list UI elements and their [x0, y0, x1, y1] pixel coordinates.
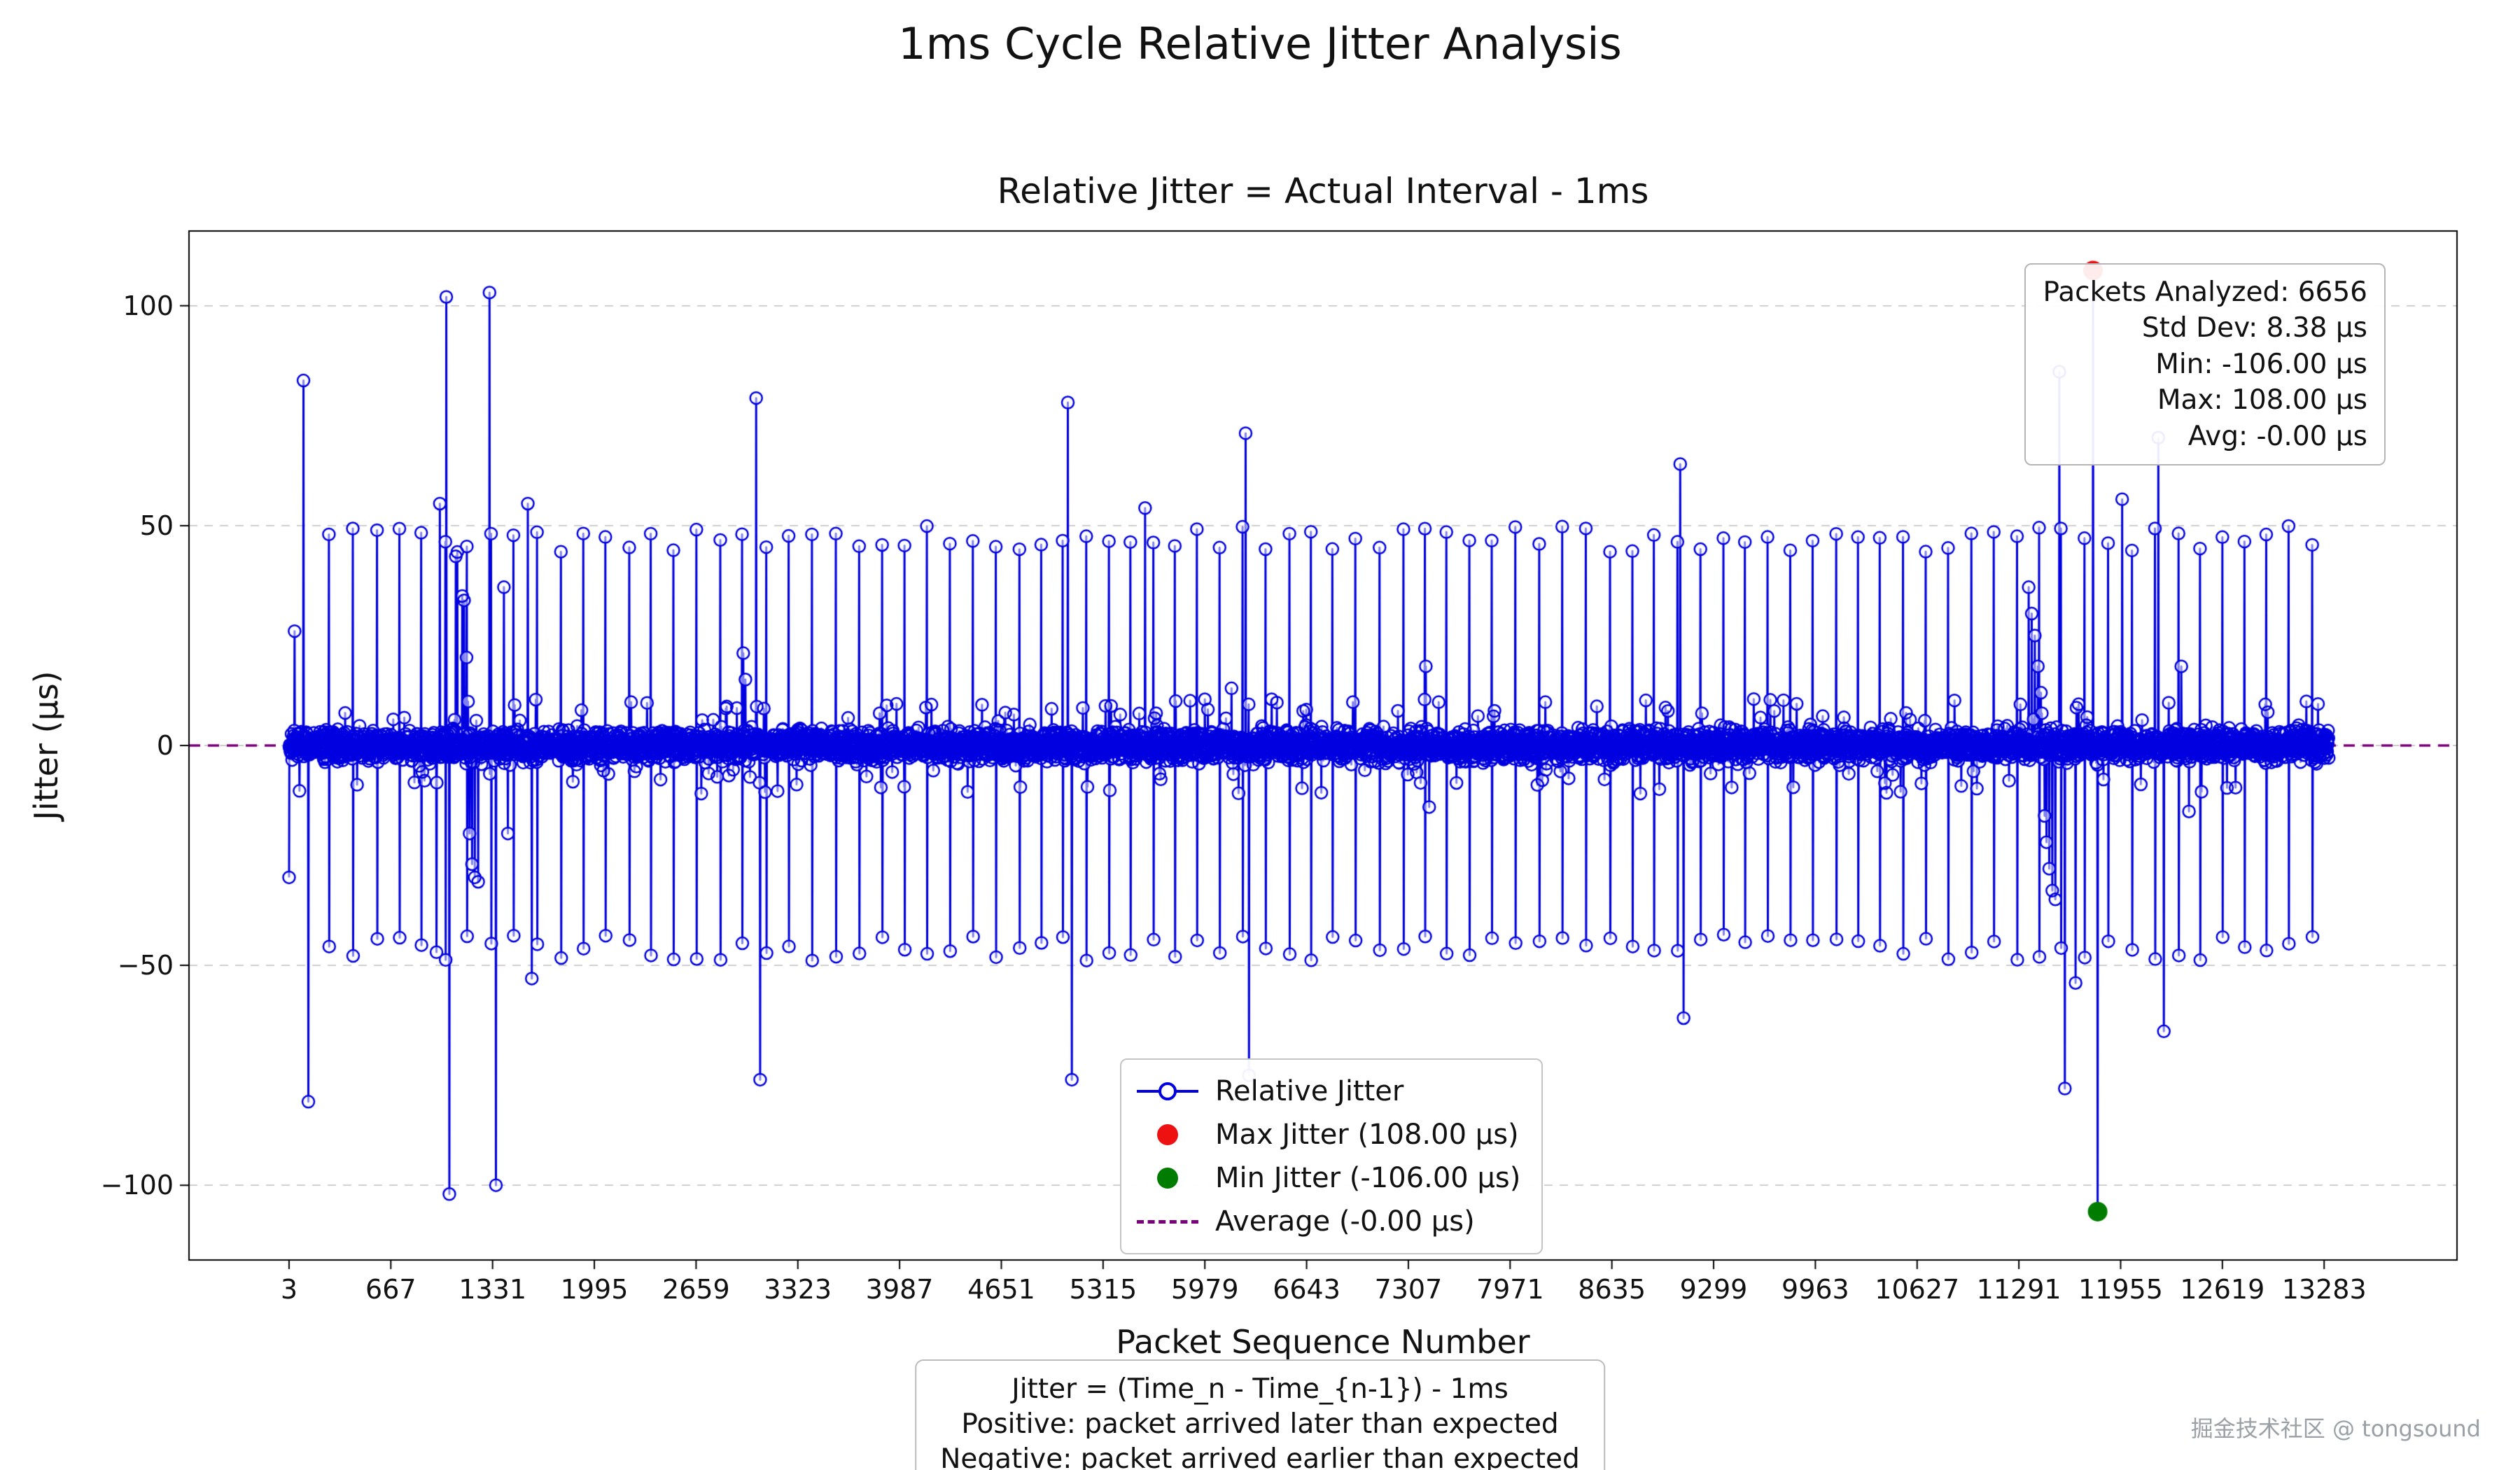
legend-item-min-jitter: Min Jitter (-106.00 µs)	[1137, 1156, 1520, 1200]
y-tick-label: −100	[100, 1170, 174, 1201]
legend-item-relative-jitter: Relative Jitter	[1137, 1070, 1520, 1113]
legend-item-max-jitter: Max Jitter (108.00 µs)	[1137, 1113, 1520, 1156]
x-tick-label: 4651	[967, 1274, 1035, 1305]
note-formula: Jitter = (Time_n - Time_{n-1}) - 1ms	[1011, 1373, 1508, 1405]
stats-min: Min: -106.00 µs	[2155, 348, 2367, 380]
x-tick-label: 5315	[1069, 1274, 1138, 1305]
jitter-formula-note: Jitter = (Time_n - Time_{n-1}) - 1ms Pos…	[915, 1359, 1605, 1470]
stats-max: Max: 108.00 µs	[2157, 384, 2367, 416]
x-tick-label: 10627	[1875, 1274, 1960, 1305]
note-negative: Negative: packet arrived earlier than ex…	[940, 1443, 1580, 1470]
figure-title: 1ms Cycle Relative Jitter Analysis	[898, 18, 1622, 69]
x-tick-label: 667	[365, 1274, 416, 1305]
green-dot-icon	[1137, 1168, 1198, 1189]
x-tick-label: 7307	[1374, 1274, 1443, 1305]
y-tick-label: 50	[139, 510, 174, 541]
x-tick-label: 5979	[1170, 1274, 1239, 1305]
x-tick-label: 9299	[1679, 1274, 1748, 1305]
x-tick-label: 1995	[560, 1274, 629, 1305]
stats-stddev: Std Dev: 8.38 µs	[2141, 312, 2367, 344]
x-tick-label: 9963	[1782, 1274, 1849, 1305]
y-tick-label: 100	[122, 290, 174, 321]
purple-dashed-line-icon	[1137, 1219, 1198, 1224]
x-tick-label: 3987	[865, 1274, 934, 1305]
y-tick-label: 0	[156, 730, 174, 761]
legend-label: Relative Jitter	[1215, 1075, 1404, 1107]
x-tick-label: 11955	[2078, 1274, 2163, 1305]
x-tick-label: 7971	[1476, 1274, 1544, 1305]
x-tick-label: 2659	[662, 1274, 730, 1305]
stats-box: Packets Analyzed: 6656 Std Dev: 8.38 µs …	[2024, 263, 2386, 466]
stats-avg: Avg: -0.00 µs	[2188, 420, 2367, 452]
legend-label: Average (-0.00 µs)	[1215, 1205, 1475, 1238]
stats-packets: Packets Analyzed: 6656	[2043, 276, 2367, 308]
watermark: 掘金技术社区 @ tongsound	[2190, 1415, 2481, 1442]
x-tick-label: 3	[280, 1274, 298, 1305]
legend-label: Min Jitter (-106.00 µs)	[1215, 1162, 1521, 1194]
y-tick-label: −50	[117, 950, 174, 981]
legend: Relative Jitter Max Jitter (108.00 µs) M…	[1120, 1058, 1544, 1254]
red-dot-icon	[1137, 1124, 1198, 1145]
x-tick-label: 12619	[2180, 1274, 2265, 1305]
x-tick-label: 6643	[1273, 1274, 1340, 1305]
note-positive: Positive: packet arrived later than expe…	[961, 1408, 1559, 1440]
x-tick-label: 1331	[458, 1274, 527, 1305]
y-axis-label: Jitter (µs)	[27, 671, 65, 820]
legend-label: Max Jitter (108.00 µs)	[1215, 1119, 1519, 1151]
x-tick-label: 11291	[1976, 1274, 2062, 1305]
x-tick-label: 13283	[2281, 1274, 2367, 1305]
line-circle-marker-icon	[1137, 1082, 1198, 1100]
x-axis-label: Packet Sequence Number	[1116, 1323, 1530, 1361]
x-tick-label: 3323	[764, 1274, 832, 1305]
axes-title: Relative Jitter = Actual Interval - 1ms	[997, 171, 1649, 211]
x-tick-label: 8635	[1578, 1274, 1646, 1305]
legend-item-average: Average (-0.00 µs)	[1137, 1200, 1520, 1243]
